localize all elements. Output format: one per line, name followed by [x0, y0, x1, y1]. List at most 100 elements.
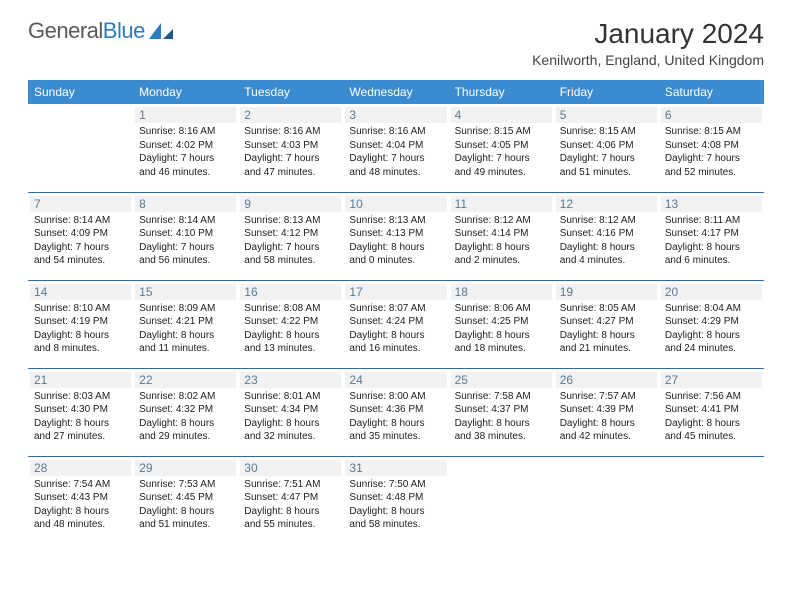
calendar-cell: 8 Sunrise: 8:14 AMSunset: 4:10 PMDaylight…: [133, 192, 238, 280]
day-details: Sunrise: 8:01 AMSunset: 4:34 PMDaylight:…: [244, 390, 337, 444]
day-details: Sunrise: 8:00 AMSunset: 4:36 PMDaylight:…: [349, 390, 442, 444]
calendar-cell: 11Sunrise: 8:12 AMSunset: 4:14 PMDayligh…: [449, 192, 554, 280]
header: GeneralBlue January 2024 Kenilworth, Eng…: [28, 18, 764, 68]
calendar-cell: 28 Sunrise: 7:54 AMSunset: 4:43 PMDayligh…: [28, 456, 133, 544]
weekday-header: Friday: [554, 80, 659, 104]
logo-text: GeneralBlue: [28, 18, 145, 44]
day-details: Sunrise: 8:09 AMSunset: 4:21 PMDaylight:…: [139, 302, 232, 356]
calendar-cell: 5 Sunrise: 8:15 AMSunset: 4:06 PMDaylight…: [554, 104, 659, 192]
day-number: 21: [30, 372, 131, 388]
weekday-header: Sunday: [28, 80, 133, 104]
day-number: 30: [240, 460, 341, 476]
day-number: 2: [240, 107, 341, 123]
day-details: Sunrise: 8:02 AMSunset: 4:32 PMDaylight:…: [139, 390, 232, 444]
day-details: Sunrise: 8:03 AMSunset: 4:30 PMDaylight:…: [34, 390, 127, 444]
calendar-cell: 26Sunrise: 7:57 AMSunset: 4:39 PMDayligh…: [554, 368, 659, 456]
day-number: 18: [451, 284, 552, 300]
day-number: 1: [135, 107, 236, 123]
day-number: 17: [345, 284, 446, 300]
day-details: Sunrise: 8:07 AMSunset: 4:24 PMDaylight:…: [349, 302, 442, 356]
calendar-cell: 16Sunrise: 8:08 AMSunset: 4:22 PMDayligh…: [238, 280, 343, 368]
day-details: Sunrise: 8:15 AMSunset: 4:05 PMDaylight:…: [455, 125, 548, 179]
calendar-cell: [449, 456, 554, 544]
day-details: Sunrise: 7:53 AMSunset: 4:45 PMDaylight:…: [139, 478, 232, 532]
day-details: Sunrise: 7:57 AMSunset: 4:39 PMDaylight:…: [560, 390, 653, 444]
calendar-cell: 9 Sunrise: 8:13 AMSunset: 4:12 PMDaylight…: [238, 192, 343, 280]
day-number: 11: [451, 196, 552, 212]
day-details: Sunrise: 8:16 AMSunset: 4:03 PMDaylight:…: [244, 125, 337, 179]
calendar-cell: 2 Sunrise: 8:16 AMSunset: 4:03 PMDaylight…: [238, 104, 343, 192]
calendar-cell: 22Sunrise: 8:02 AMSunset: 4:32 PMDayligh…: [133, 368, 238, 456]
calendar-cell: 18 Sunrise: 8:06 AMSunset: 4:25 PMDayligh…: [449, 280, 554, 368]
logo-text-main: General: [28, 18, 103, 43]
calendar-cell: 13Sunrise: 8:11 AMSunset: 4:17 PMDayligh…: [659, 192, 764, 280]
day-details: Sunrise: 8:05 AMSunset: 4:27 PMDaylight:…: [560, 302, 653, 356]
day-number: 9: [240, 196, 341, 212]
calendar-row: 21 Sunrise: 8:03 AMSunset: 4:30 PMDayligh…: [28, 368, 764, 456]
day-details: Sunrise: 8:16 AMSunset: 4:04 PMDaylight:…: [349, 125, 442, 179]
day-details: Sunrise: 8:06 AMSunset: 4:25 PMDaylight:…: [455, 302, 548, 356]
day-details: Sunrise: 8:14 AMSunset: 4:09 PMDaylight:…: [34, 214, 127, 268]
day-details: Sunrise: 7:50 AMSunset: 4:48 PMDaylight:…: [349, 478, 442, 532]
day-details: Sunrise: 8:08 AMSunset: 4:22 PMDaylight:…: [244, 302, 337, 356]
day-number: 20: [661, 284, 762, 300]
day-number: 5: [556, 107, 657, 123]
calendar-cell: 7Sunrise: 8:14 AMSunset: 4:09 PMDaylight…: [28, 192, 133, 280]
calendar-row: 14Sunrise: 8:10 AMSunset: 4:19 PMDayligh…: [28, 280, 764, 368]
day-details: Sunrise: 7:54 AMSunset: 4:43 PMDaylight:…: [34, 478, 127, 532]
calendar-cell: 1 Sunrise: 8:16 AMSunset: 4:02 PMDaylight…: [133, 104, 238, 192]
day-details: Sunrise: 8:16 AMSunset: 4:02 PMDaylight:…: [139, 125, 232, 179]
day-details: Sunrise: 8:14 AMSunset: 4:10 PMDaylight:…: [139, 214, 232, 268]
weekday-row: SundayMondayTuesdayWednesdayThursdayFrid…: [28, 80, 764, 104]
calendar-cell: [659, 456, 764, 544]
calendar-cell: 4 Sunrise: 8:15 AMSunset: 4:05 PMDaylight…: [449, 104, 554, 192]
calendar-cell: 12Sunrise: 8:12 AMSunset: 4:16 PMDayligh…: [554, 192, 659, 280]
calendar-cell: 6 Sunrise: 8:15 AMSunset: 4:08 PMDaylight…: [659, 104, 764, 192]
day-details: Sunrise: 8:15 AMSunset: 4:06 PMDaylight:…: [560, 125, 653, 179]
day-number: 31: [345, 460, 446, 476]
weekday-header: Wednesday: [343, 80, 448, 104]
day-number: 27: [661, 372, 762, 388]
day-number: 19: [556, 284, 657, 300]
location: Kenilworth, England, United Kingdom: [532, 52, 764, 68]
month-title: January 2024: [532, 18, 764, 50]
calendar-cell: 23Sunrise: 8:01 AMSunset: 4:34 PMDayligh…: [238, 368, 343, 456]
day-number: 10: [345, 196, 446, 212]
day-number: 24: [345, 372, 446, 388]
day-number: 25: [451, 372, 552, 388]
calendar-cell: 24 Sunrise: 8:00 AMSunset: 4:36 PMDayligh…: [343, 368, 448, 456]
day-details: Sunrise: 8:13 AMSunset: 4:12 PMDaylight:…: [244, 214, 337, 268]
calendar-cell: 15 Sunrise: 8:09 AMSunset: 4:21 PMDayligh…: [133, 280, 238, 368]
calendar-cell: 14Sunrise: 8:10 AMSunset: 4:19 PMDayligh…: [28, 280, 133, 368]
calendar-body: 1 Sunrise: 8:16 AMSunset: 4:02 PMDaylight…: [28, 104, 764, 544]
day-details: Sunrise: 8:04 AMSunset: 4:29 PMDaylight:…: [665, 302, 758, 356]
calendar-cell: 3 Sunrise: 8:16 AMSunset: 4:04 PMDaylight…: [343, 104, 448, 192]
calendar-cell: 31 Sunrise: 7:50 AMSunset: 4:48 PMDayligh…: [343, 456, 448, 544]
calendar-cell: 19 Sunrise: 8:05 AMSunset: 4:27 PMDayligh…: [554, 280, 659, 368]
day-number: 8: [135, 196, 236, 212]
day-details: Sunrise: 7:58 AMSunset: 4:37 PMDaylight:…: [455, 390, 548, 444]
day-number: 3: [345, 107, 446, 123]
day-number: 13: [661, 196, 762, 212]
calendar-table: SundayMondayTuesdayWednesdayThursdayFrid…: [28, 80, 764, 544]
calendar-cell: 30 Sunrise: 7:51 AMSunset: 4:47 PMDayligh…: [238, 456, 343, 544]
calendar-cell: 27 Sunrise: 7:56 AMSunset: 4:41 PMDayligh…: [659, 368, 764, 456]
weekday-header: Monday: [133, 80, 238, 104]
calendar-row: 28 Sunrise: 7:54 AMSunset: 4:43 PMDayligh…: [28, 456, 764, 544]
day-number: 6: [661, 107, 762, 123]
day-details: Sunrise: 8:15 AMSunset: 4:08 PMDaylight:…: [665, 125, 758, 179]
day-number: 14: [30, 284, 131, 300]
day-number: 4: [451, 107, 552, 123]
logo: GeneralBlue: [28, 18, 175, 44]
logo-text-accent: Blue: [103, 18, 145, 43]
calendar-row: 7Sunrise: 8:14 AMSunset: 4:09 PMDaylight…: [28, 192, 764, 280]
day-details: Sunrise: 7:56 AMSunset: 4:41 PMDaylight:…: [665, 390, 758, 444]
calendar-cell: [28, 104, 133, 192]
calendar-cell: 25 Sunrise: 7:58 AMSunset: 4:37 PMDayligh…: [449, 368, 554, 456]
day-number: 28: [30, 460, 131, 476]
calendar-cell: 29Sunrise: 7:53 AMSunset: 4:45 PMDayligh…: [133, 456, 238, 544]
day-number: 15: [135, 284, 236, 300]
day-number: 12: [556, 196, 657, 212]
weekday-header: Saturday: [659, 80, 764, 104]
day-details: Sunrise: 7:51 AMSunset: 4:47 PMDaylight:…: [244, 478, 337, 532]
